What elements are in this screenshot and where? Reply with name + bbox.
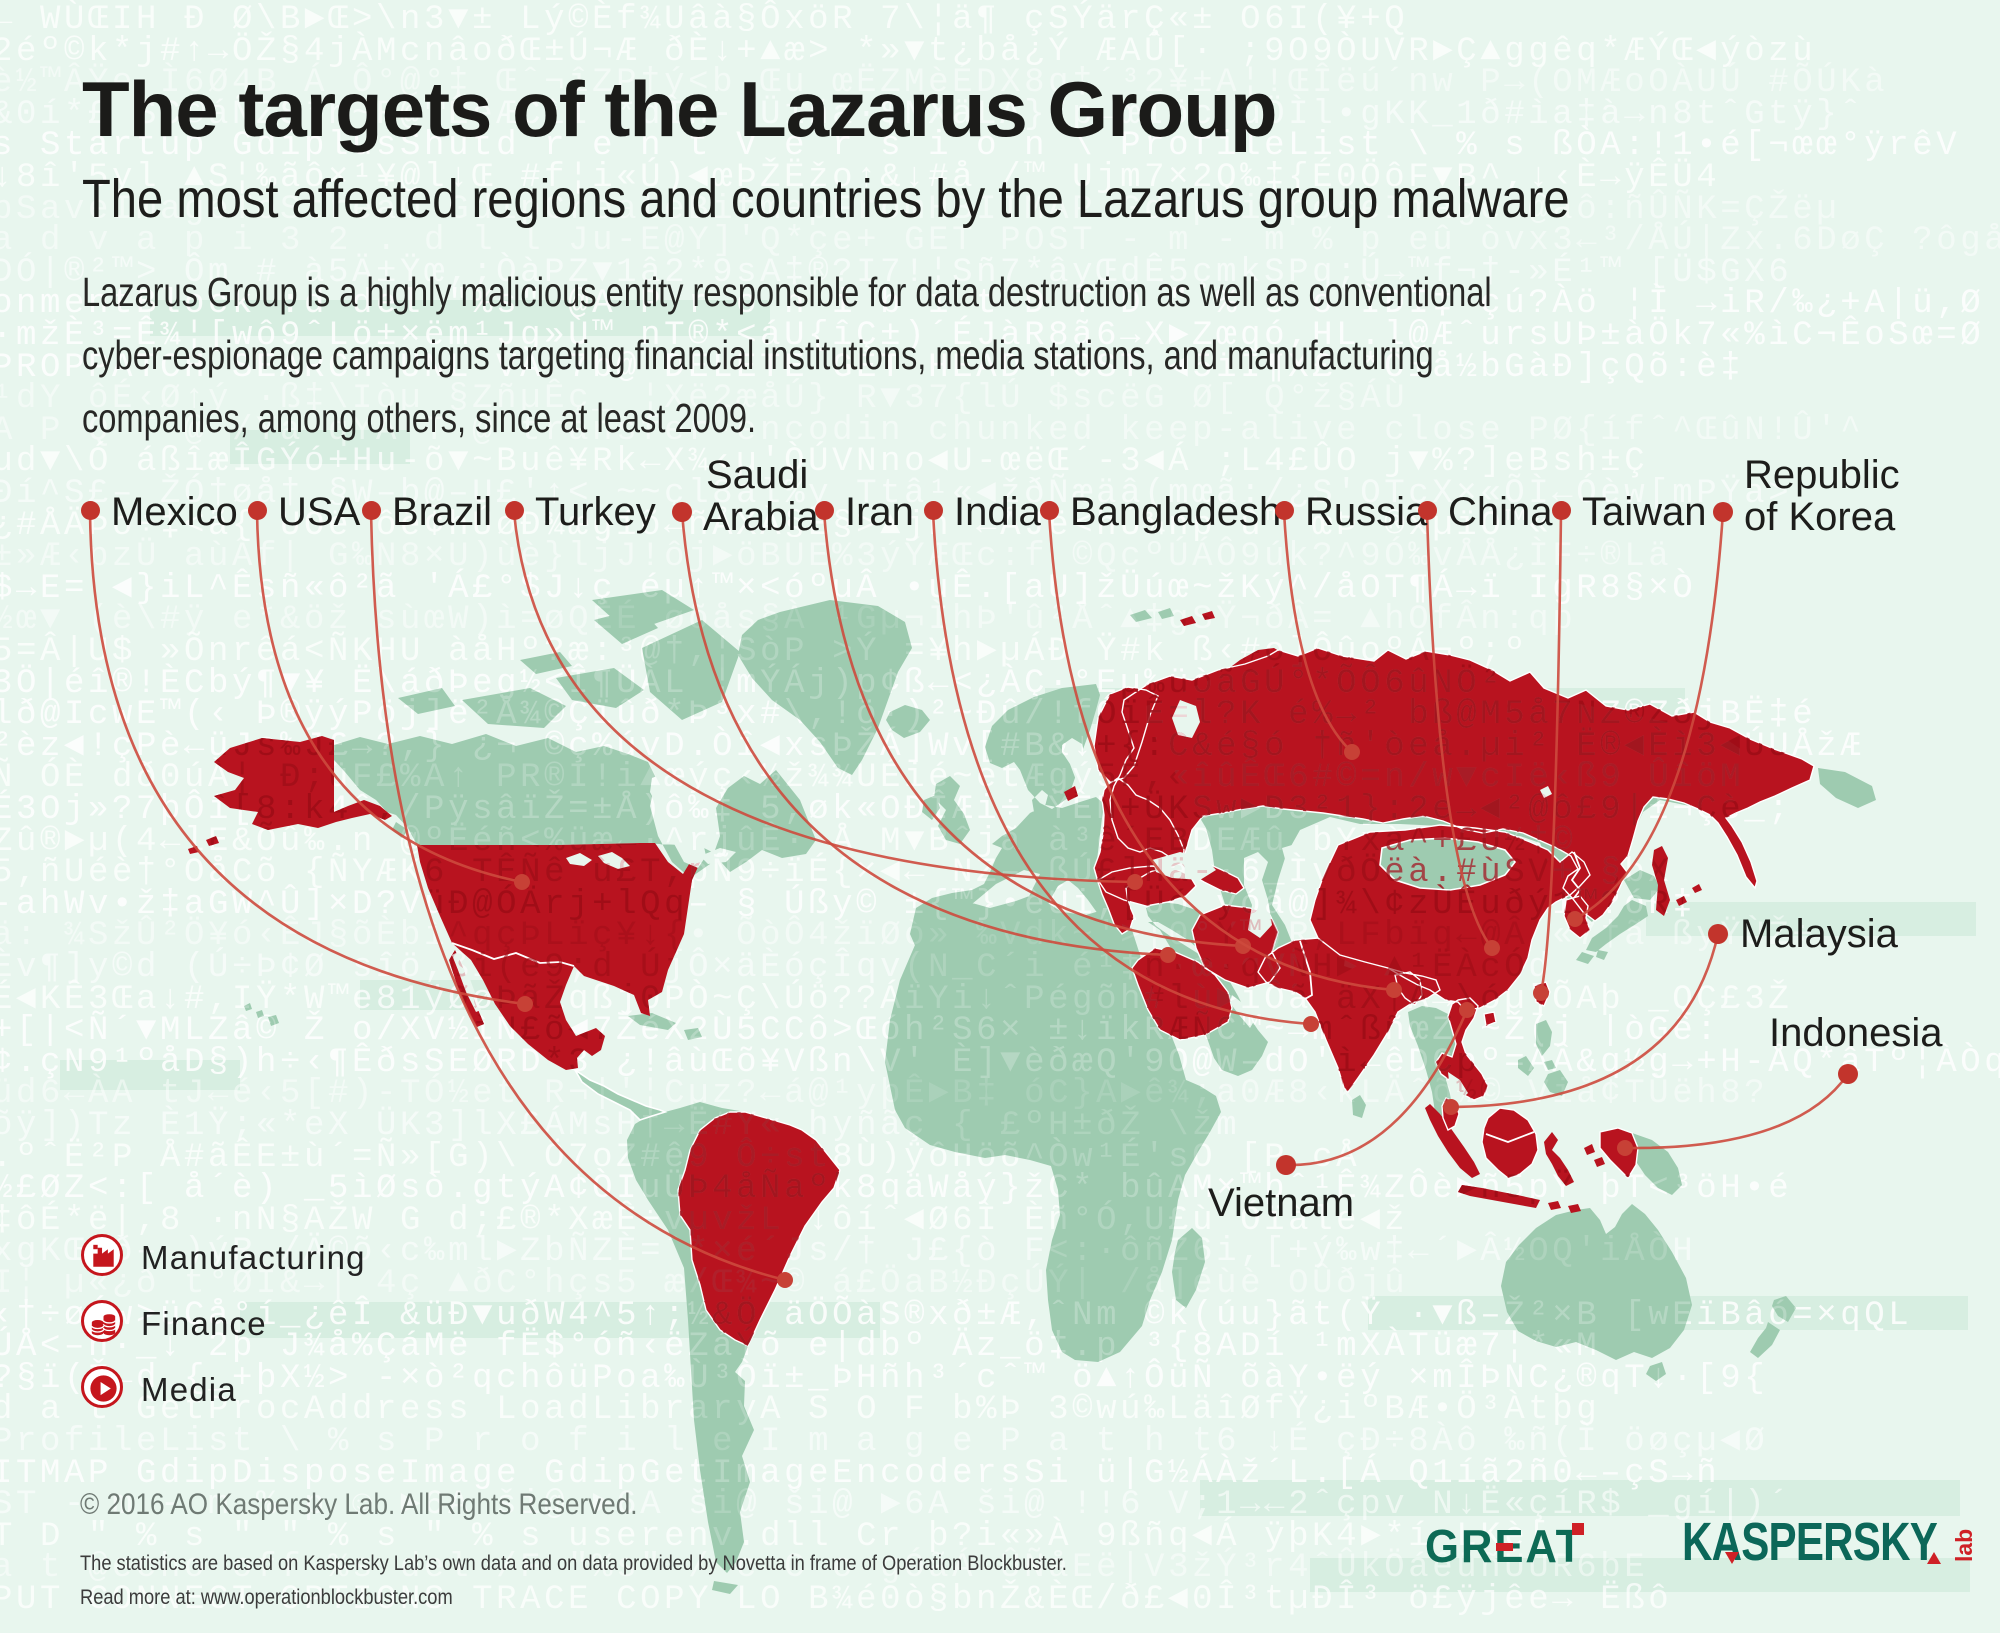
svg-text:KASPERSKY: KASPERSKY — [1682, 1512, 1938, 1572]
svg-text:lab: lab — [1951, 1529, 1977, 1562]
